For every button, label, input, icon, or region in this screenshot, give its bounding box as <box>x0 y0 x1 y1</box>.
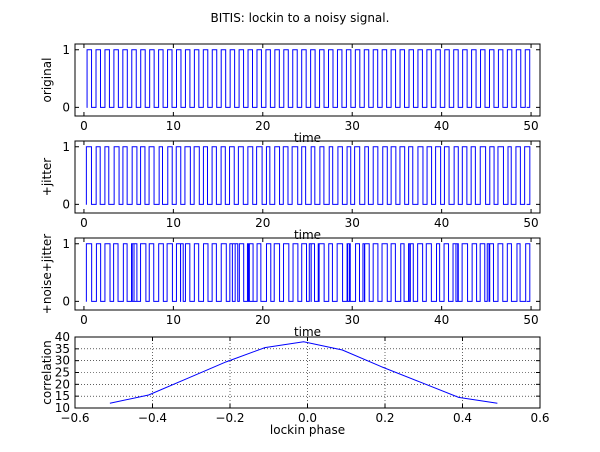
x-tick-label: −0.2 <box>215 411 244 425</box>
axes-frame <box>74 43 541 117</box>
x-tick-label: 0.2 <box>375 411 394 425</box>
x-tick-label: 50 <box>523 313 538 327</box>
series-line <box>85 243 531 302</box>
y-axis-label: +jitter <box>40 158 54 197</box>
x-tick-label: −0.4 <box>138 411 167 425</box>
x-tick-label: 40 <box>434 216 449 230</box>
y-tick-label: 30 <box>55 354 70 368</box>
x-axis-label: time <box>294 131 321 145</box>
x-tick-label: 0 <box>80 119 88 133</box>
x-tick-label: 20 <box>255 119 270 133</box>
y-axis-label: correlation <box>40 340 54 404</box>
x-tick-label: 40 <box>434 313 449 327</box>
axes-frame <box>74 140 541 214</box>
panel-3: 0 10 20 30 40 50 0 1 time +noise+jitter <box>40 234 541 339</box>
panel-1: 0 10 20 30 40 50 0 1 time original <box>40 43 541 145</box>
x-tick-label: 30 <box>345 313 360 327</box>
axes-frame <box>74 237 541 311</box>
y-tick-label: 15 <box>55 389 70 403</box>
x-tick-label: 50 <box>523 119 538 133</box>
x-tick-label: 0.0 <box>298 411 317 425</box>
x-tick-label: 30 <box>345 119 360 133</box>
x-tick-label: −0.6 <box>60 411 89 425</box>
series-line <box>85 146 531 205</box>
x-tick-label: 40 <box>434 119 449 133</box>
x-tick-label: 20 <box>255 216 270 230</box>
x-tick-label: 0 <box>80 313 88 327</box>
x-tick-label: 0 <box>80 216 88 230</box>
x-axis-label: lockin phase <box>270 423 345 437</box>
y-tick-label: 10 <box>55 401 70 415</box>
x-tick-label: 0.6 <box>530 411 549 425</box>
x-tick-label: 50 <box>523 216 538 230</box>
x-tick-label: 0.4 <box>453 411 472 425</box>
y-tick-label: 1 <box>62 237 70 251</box>
y-tick-label: 0 <box>62 294 70 308</box>
y-tick-label: 35 <box>55 342 70 356</box>
y-axis-label: +noise+jitter <box>40 234 54 314</box>
y-tick-label: 1 <box>62 140 70 154</box>
x-tick-label: 10 <box>166 119 181 133</box>
y-tick-label: 25 <box>55 366 70 380</box>
series-line <box>109 341 498 404</box>
x-tick-label: 10 <box>166 216 181 230</box>
y-tick-label: 20 <box>55 377 70 391</box>
x-axis-label: time <box>294 325 321 339</box>
y-tick-label: 40 <box>55 330 70 344</box>
x-tick-label: 30 <box>345 216 360 230</box>
y-axis-label: original <box>40 58 54 103</box>
series-line <box>86 49 531 108</box>
y-tick-label: 0 <box>62 100 70 114</box>
x-tick-label: 20 <box>255 313 270 327</box>
y-tick-label: 0 <box>62 197 70 211</box>
x-tick-label: 10 <box>166 313 181 327</box>
y-tick-label: 1 <box>62 43 70 57</box>
x-axis-label: time <box>294 228 321 242</box>
figure-title: BITIS: lockin to a noisy signal. <box>211 11 390 25</box>
